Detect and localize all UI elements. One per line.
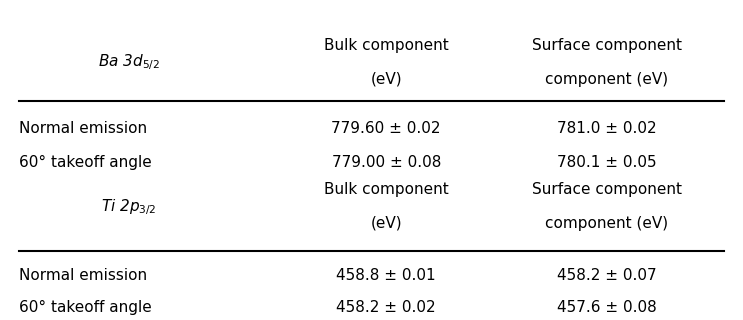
Text: 781.0 ± 0.02: 781.0 ± 0.02 xyxy=(557,121,656,136)
Text: 780.1 ± 0.05: 780.1 ± 0.05 xyxy=(557,155,656,170)
Text: Normal emission: Normal emission xyxy=(19,121,147,136)
Text: (eV): (eV) xyxy=(370,216,402,231)
Text: 779.60 ± 0.02: 779.60 ± 0.02 xyxy=(331,121,441,136)
Text: Bulk component: Bulk component xyxy=(324,182,449,197)
Text: Surface component: Surface component xyxy=(531,38,681,53)
Text: (eV): (eV) xyxy=(370,72,402,87)
Text: 457.6 ± 0.08: 457.6 ± 0.08 xyxy=(557,300,657,315)
Text: component (eV): component (eV) xyxy=(545,216,668,231)
Text: Normal emission: Normal emission xyxy=(19,268,147,283)
Text: Bulk component: Bulk component xyxy=(324,38,449,53)
Text: 779.00 ± 0.08: 779.00 ± 0.08 xyxy=(331,155,441,170)
Text: 60° takeoff angle: 60° takeoff angle xyxy=(19,300,152,315)
Text: Ti 2$p_{3/2}$: Ti 2$p_{3/2}$ xyxy=(101,196,157,217)
Text: 60° takeoff angle: 60° takeoff angle xyxy=(19,155,152,170)
Text: Surface component: Surface component xyxy=(531,182,681,197)
Text: 458.2 ± 0.02: 458.2 ± 0.02 xyxy=(337,300,436,315)
Text: component (eV): component (eV) xyxy=(545,72,668,87)
Text: Ba 3$d_{5/2}$: Ba 3$d_{5/2}$ xyxy=(98,52,160,72)
Text: 458.2 ± 0.07: 458.2 ± 0.07 xyxy=(557,268,656,283)
Text: 458.8 ± 0.01: 458.8 ± 0.01 xyxy=(337,268,436,283)
